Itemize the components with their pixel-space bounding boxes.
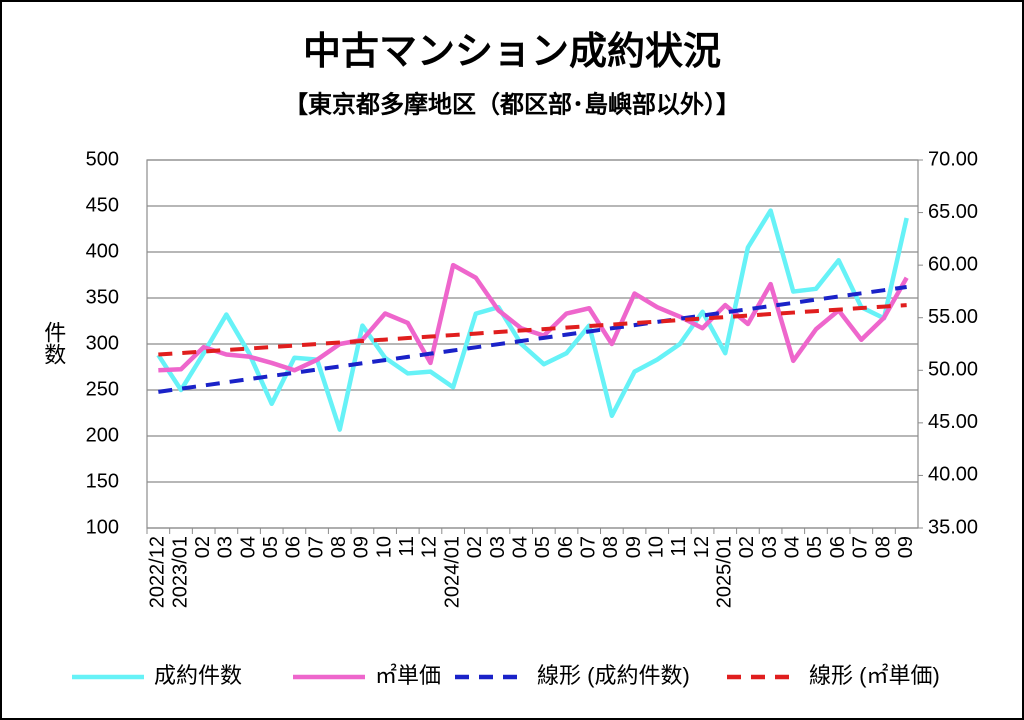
x-tick-label: 03 [487, 536, 509, 558]
x-tick-label: 05 [804, 536, 826, 558]
x-tick-label: 02 [192, 536, 214, 558]
trend-line [158, 284, 907, 394]
legend-label: 線形 (㎡単価) [809, 663, 940, 688]
x-tick-label: 03 [759, 536, 781, 558]
x-tick-label: 11 [396, 536, 418, 557]
x-tick-label: 02 [736, 536, 758, 558]
x-tick-label: 07 [577, 536, 599, 558]
series-line [156, 208, 909, 432]
y-axis-label: 件数 [41, 321, 66, 365]
x-tick-label: 08 [600, 536, 622, 558]
y2-tick-label: 60.00 [928, 253, 978, 275]
trend-line [158, 303, 907, 357]
x-tick-label: 06 [827, 536, 849, 558]
x-tick-label: 2022/12 [147, 536, 169, 608]
x-tick-label: 2025/01 [714, 536, 736, 608]
y-tick-label: 350 [86, 286, 119, 308]
y-tick-label: 450 [86, 194, 119, 216]
x-tick-label: 06 [283, 536, 305, 558]
x-tick-label: 09 [351, 536, 373, 558]
y2-tick-label: 35.00 [928, 516, 978, 538]
x-tick-label: 07 [305, 536, 327, 558]
x-tick-label: 02 [464, 536, 486, 558]
y-tick-label: 400 [86, 240, 119, 262]
x-tick-label: 04 [237, 536, 259, 558]
legend-label: 成約件数 [154, 663, 242, 688]
series-line [158, 262, 909, 373]
x-tick-label: 2024/01 [441, 536, 463, 608]
y-tick-label: 100 [86, 516, 119, 538]
legend-label: 線形 (成約件数) [537, 663, 690, 688]
chart-title: 中古マンション成約状況 [303, 31, 721, 73]
x-tick-label: 10 [646, 536, 668, 558]
y-tick-label: 200 [86, 424, 119, 446]
x-tick-label: 2023/01 [169, 536, 191, 608]
x-tick-label: 09 [623, 536, 645, 558]
y2-tick-label: 65.00 [928, 201, 978, 223]
y2-tick-label: 40.00 [928, 464, 978, 486]
x-tick-label: 04 [509, 536, 531, 558]
y2-tick-label: 45.00 [928, 411, 978, 433]
legend-label: ㎡単価 [375, 663, 441, 688]
x-tick-label: 04 [782, 536, 804, 558]
x-tick-label: 07 [850, 536, 872, 558]
y-tick-label: 250 [86, 378, 119, 400]
y-tick-label: 150 [86, 470, 119, 492]
x-tick-label: 05 [260, 536, 282, 558]
x-tick-label: 03 [215, 536, 237, 558]
x-tick-label: 12 [691, 536, 713, 558]
x-tick-label: 06 [555, 536, 577, 558]
x-tick-label: 09 [895, 536, 917, 558]
y-tick-label: 300 [86, 332, 119, 354]
x-tick-label: 12 [419, 536, 441, 558]
y2-tick-label: 55.00 [928, 306, 978, 328]
x-tick-label: 08 [872, 536, 894, 558]
x-tick-label: 11 [668, 536, 690, 557]
x-tick-label: 08 [328, 536, 350, 558]
chart-subtitle: 【東京都多摩地区（都区部･島嶼部以外）】 [284, 90, 740, 118]
y-tick-label: 500 [86, 148, 119, 170]
x-tick-label: 10 [373, 536, 395, 558]
y2-tick-label: 70.00 [928, 148, 978, 170]
x-tick-label: 05 [532, 536, 554, 558]
y2-tick-label: 50.00 [928, 359, 978, 381]
